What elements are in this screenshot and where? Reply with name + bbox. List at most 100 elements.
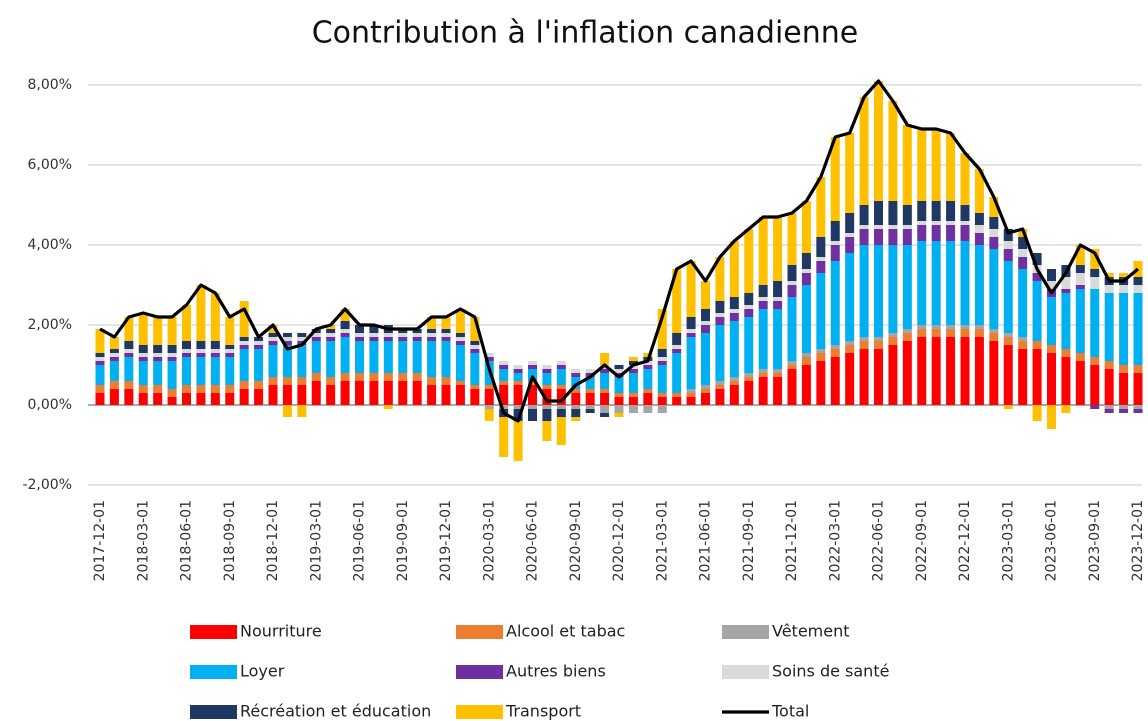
bar-segment: [1018, 237, 1028, 249]
bar-segment: [470, 389, 480, 405]
bar-segment: [528, 381, 537, 385]
bar-segment: [628, 373, 638, 393]
bar-segment: [917, 225, 927, 241]
bar-segment: [225, 345, 235, 349]
bar-segment: [614, 365, 624, 369]
bar-segment: [1075, 353, 1085, 361]
bar-segment: [124, 341, 134, 349]
x-tick-label: 2018-06-01: [179, 500, 195, 581]
bar-segment: [311, 381, 321, 405]
bar-segment: [1090, 405, 1100, 409]
bar-segment: [239, 349, 249, 381]
bar-segment: [628, 393, 638, 397]
y-tick-label: 8,00%: [28, 77, 72, 93]
bar-segment: [239, 345, 249, 349]
bar-segment: [124, 317, 134, 341]
bar-segment: [1133, 285, 1143, 293]
bar-segment: [225, 353, 235, 357]
bar-segment: [585, 377, 595, 389]
x-tick-label: 2018-03-01: [135, 500, 151, 581]
bar-segment: [196, 285, 206, 341]
bar-segment: [470, 317, 480, 341]
bar-segment: [441, 317, 451, 329]
bar-segment: [210, 357, 220, 385]
bar-segment: [1090, 269, 1100, 277]
x-tick-label: 2019-12-01: [438, 500, 454, 581]
bar-segment: [470, 349, 480, 353]
legend-label: Loyer: [240, 662, 285, 681]
bar-segment: [528, 405, 537, 409]
bar-segment: [398, 337, 408, 341]
bar-segment: [643, 361, 653, 365]
y-tick-label: 4,00%: [28, 237, 72, 253]
x-tick-label: 2022-12-01: [957, 500, 973, 581]
bar-segment: [455, 345, 465, 381]
bar-segment: [556, 369, 566, 385]
bar-segment: [744, 377, 754, 381]
bar-segment: [773, 377, 783, 405]
bar-segment: [888, 337, 898, 345]
bar-segment: [902, 205, 912, 225]
bar-segment: [686, 261, 696, 317]
bar-segment: [600, 389, 610, 393]
bar-segment: [239, 389, 249, 405]
bar-segment: [95, 393, 105, 405]
bar-segment: [513, 373, 523, 381]
bar-segment: [859, 245, 869, 337]
bar-segment: [902, 229, 912, 245]
bar-segment: [95, 329, 105, 353]
bar-segment: [340, 321, 350, 329]
x-tick-label: 2022-09-01: [914, 500, 930, 581]
bar-segment: [902, 245, 912, 329]
bar-segment: [729, 385, 739, 405]
bar-segment: [528, 409, 537, 421]
y-tick-label: 0,00%: [28, 397, 72, 413]
legend-swatch: [722, 665, 769, 679]
bar-segment: [729, 297, 739, 309]
bar-segment: [153, 345, 163, 353]
bar-segment: [470, 385, 480, 389]
bar-segment: [801, 253, 811, 269]
bar-segment: [513, 365, 523, 369]
bar-segment: [974, 213, 984, 225]
bar-segment: [340, 333, 350, 337]
x-tick-label: 2021-06-01: [698, 500, 714, 581]
bar-segment: [138, 345, 148, 353]
bar-segment: [1075, 273, 1085, 285]
x-tick-label: 2017-12-01: [92, 500, 108, 581]
bar-segment: [1061, 357, 1071, 405]
bar-segment: [412, 381, 422, 405]
total-line: [99, 79, 1140, 423]
bar-segment: [239, 341, 249, 345]
bar-segment: [643, 389, 653, 393]
bar-segment: [239, 301, 249, 337]
bar-segment: [1119, 273, 1129, 277]
bar-segment: [138, 357, 148, 361]
bar-segment: [686, 317, 696, 329]
bar-segment: [614, 377, 624, 393]
bar-segment: [528, 365, 537, 369]
bar-segment: [340, 309, 350, 321]
bar-segment: [138, 353, 148, 357]
x-tick-label: 2020-12-01: [611, 500, 627, 581]
bar-segment: [556, 417, 566, 445]
bar-segment: [383, 373, 393, 381]
bar-segment: [427, 317, 437, 329]
bar-segment: [167, 353, 177, 357]
bar-segment: [715, 325, 725, 381]
bar-segment: [282, 337, 292, 341]
bar-segment: [124, 357, 134, 381]
bar-segment: [931, 325, 941, 329]
bar-segment: [355, 381, 364, 405]
bar-segment: [657, 393, 667, 397]
bar-segment: [1090, 365, 1100, 405]
bar-segment: [571, 369, 581, 373]
bar-segment: [427, 337, 437, 341]
bar-segment: [758, 285, 768, 297]
bar-segment: [787, 297, 797, 361]
bar-segment: [643, 369, 653, 389]
bar-segment: [643, 353, 653, 357]
bar-segment: [701, 333, 710, 385]
bar-segment: [326, 325, 336, 329]
